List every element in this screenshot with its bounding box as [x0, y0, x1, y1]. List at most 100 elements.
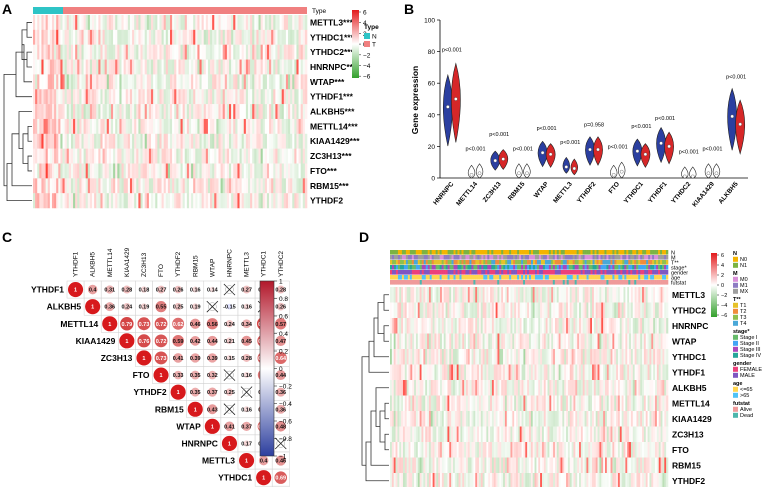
a-cell — [83, 59, 86, 75]
a-cell — [172, 89, 175, 105]
a-cell — [176, 133, 179, 149]
a-cell — [279, 29, 283, 45]
d-cell — [447, 349, 450, 365]
a-cell — [294, 133, 297, 149]
d-cell — [415, 395, 419, 412]
d-cell — [399, 302, 402, 319]
d-cell — [395, 333, 398, 350]
d-cell — [508, 442, 511, 458]
d-cell — [664, 302, 667, 319]
d-cell — [590, 411, 593, 427]
a-cell — [172, 104, 175, 120]
annotation-cell — [660, 260, 663, 265]
d-cell — [651, 442, 654, 458]
a-cell — [193, 15, 196, 31]
a-cell — [254, 148, 257, 164]
d-cell — [599, 411, 602, 427]
annotation-cell — [662, 270, 665, 275]
d-cell — [645, 333, 648, 350]
annotation-cell — [558, 270, 562, 275]
a-cell — [224, 74, 228, 90]
d-cell — [616, 318, 619, 334]
annotation-cell — [632, 255, 635, 260]
annotation-cell — [614, 280, 617, 285]
correlation-value: 0.28 — [121, 288, 132, 294]
annotation-cell — [469, 265, 472, 270]
violins — [443, 62, 745, 179]
correlation-circle — [242, 285, 251, 294]
d-cell — [491, 302, 495, 319]
d-cell — [491, 380, 495, 396]
annotation-cell — [554, 265, 558, 270]
d-cell — [432, 287, 435, 303]
a-cell — [271, 29, 274, 45]
d-cell — [469, 426, 472, 443]
annotation-cell — [427, 260, 431, 265]
a-cell — [216, 104, 219, 120]
d-cell — [397, 380, 400, 396]
d-cell — [573, 395, 576, 412]
type-bar-normal — [33, 7, 63, 14]
annotation-cell — [429, 275, 432, 280]
a-cell — [250, 15, 253, 31]
annotation-cell — [469, 250, 472, 255]
dendrogram-branch — [26, 22, 32, 38]
a-cell — [39, 44, 42, 60]
a-cell — [136, 44, 139, 60]
a-cell — [214, 148, 217, 164]
a-cell — [106, 193, 110, 209]
a-cell — [73, 74, 76, 90]
annotation-cell — [491, 250, 494, 255]
d-cell — [604, 411, 608, 427]
a-cell — [176, 118, 179, 134]
a-cell — [231, 133, 234, 149]
d-cell — [636, 442, 639, 458]
annotation-cell — [485, 270, 488, 275]
d-cell — [464, 442, 467, 458]
d-cell — [421, 457, 424, 474]
column-label: HNRNPC — [226, 249, 233, 277]
a-cell — [195, 59, 198, 75]
annotation-cell — [395, 265, 399, 270]
a-cell — [210, 178, 213, 194]
d-cell — [512, 287, 515, 303]
a-cell — [254, 44, 257, 60]
d-cell — [658, 426, 661, 443]
a-cell — [157, 118, 160, 134]
annotation-cell — [580, 250, 583, 255]
annotation-cell — [465, 280, 468, 285]
d-cell — [425, 349, 428, 365]
annotation-cell — [608, 250, 611, 255]
a-cell — [100, 133, 103, 149]
annotation-cell — [530, 275, 534, 280]
correlation-circle — [123, 302, 131, 311]
a-cell — [58, 148, 61, 164]
column-label: YTHDF1 — [73, 251, 80, 277]
annotation-cell — [427, 265, 431, 270]
d-cell — [478, 395, 482, 412]
d-cell — [634, 333, 637, 350]
d-cell — [551, 457, 554, 474]
a-cell — [210, 44, 213, 60]
a-cell — [277, 148, 280, 164]
d-cell — [653, 395, 656, 412]
d-cell — [558, 318, 561, 334]
a-cell — [136, 133, 139, 149]
a-cell — [218, 59, 221, 75]
a-cell — [153, 118, 156, 134]
d-cell — [484, 364, 487, 381]
d-cell — [666, 364, 669, 381]
a-cell — [85, 118, 89, 134]
d-cell — [473, 349, 476, 365]
a-cell — [231, 74, 234, 90]
annotation-cell — [497, 255, 500, 260]
d-cell — [529, 302, 532, 319]
d-cell — [593, 380, 597, 396]
annotation-cell — [588, 280, 591, 285]
d-cell — [573, 287, 576, 303]
d-cell — [514, 318, 517, 334]
d-cell — [586, 442, 589, 458]
d-cell — [547, 395, 550, 412]
a-cell — [256, 44, 259, 60]
a-cell — [100, 29, 103, 45]
